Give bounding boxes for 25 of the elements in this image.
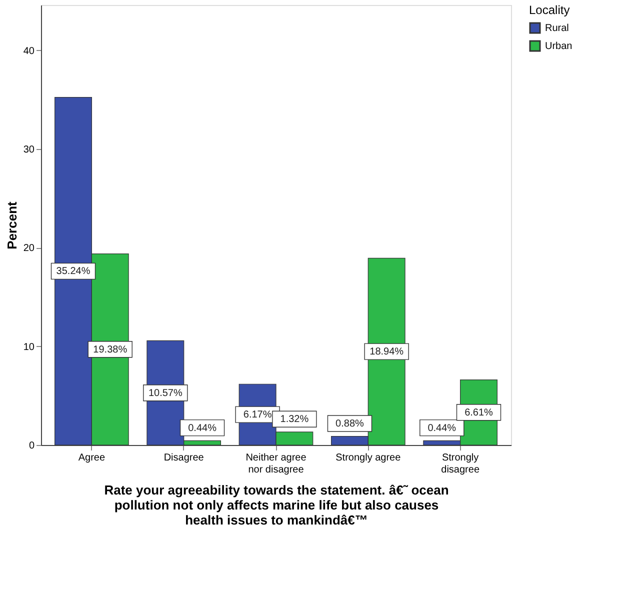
x-tick-label: Neither agree nor disagree xyxy=(246,452,307,476)
data-label: 6.17% xyxy=(243,410,272,421)
y-tick-label: 0 xyxy=(28,440,35,452)
legend-label: Rural xyxy=(545,23,569,34)
legend-label: Urban xyxy=(545,41,572,52)
y-tick-label: 30 xyxy=(23,144,35,156)
y-tick-label: 10 xyxy=(23,342,35,353)
data-label: 6.61% xyxy=(464,407,494,418)
y-tick-label: 20 xyxy=(23,243,35,254)
data-label: 35.24% xyxy=(56,266,90,278)
x-tick-label: Strongly disagree xyxy=(441,452,480,476)
data-label: 0.44% xyxy=(428,422,456,434)
legend-title: Locality xyxy=(529,3,570,17)
data-label: 1.32% xyxy=(280,414,309,426)
x-tick-label: Agree xyxy=(78,452,106,464)
x-axis-title: Rate your agreeability towards the statement. â€˜ ocean pollution not only affects marine life but also causes health issues to mankindâ€™ xyxy=(104,482,449,528)
x-tick-label: Strongly agree xyxy=(336,452,402,464)
y-axis-title: Percent xyxy=(4,200,20,250)
y-tick-label: 40 xyxy=(23,46,35,57)
data-label: 0.88% xyxy=(336,418,364,430)
x-tick-label: Disagree xyxy=(164,452,204,464)
data-label: 19.38% xyxy=(93,344,128,356)
data-label: 18.94% xyxy=(370,346,404,358)
data-label: 10.57% xyxy=(148,388,182,399)
data-label: 0.44% xyxy=(188,422,217,434)
